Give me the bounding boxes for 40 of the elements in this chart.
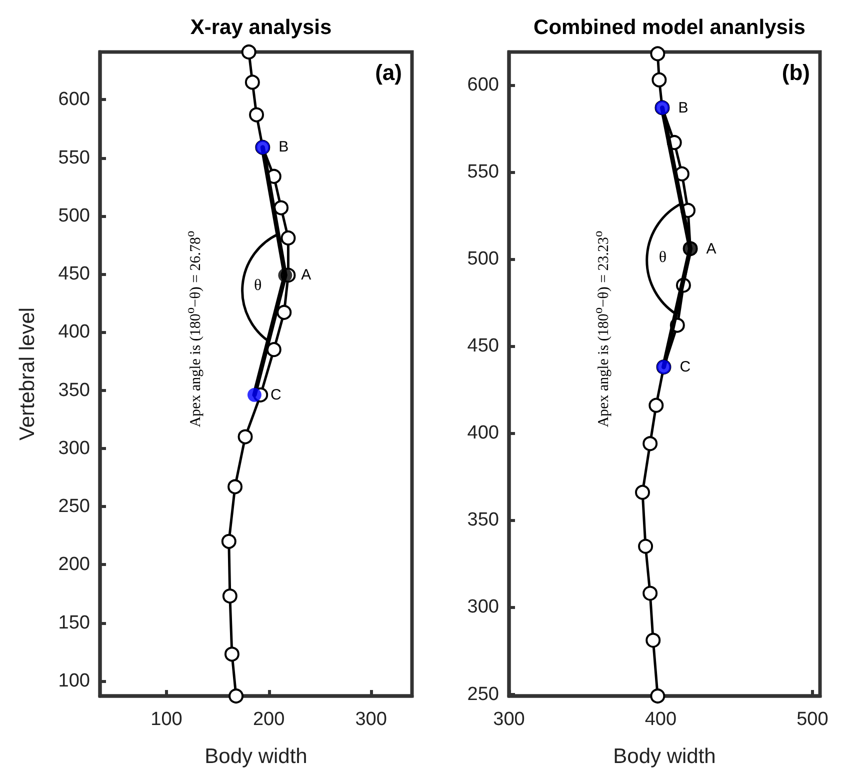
annotation: C xyxy=(270,386,282,404)
x-tick-label: 500 xyxy=(796,709,828,730)
y-tick-label: 550 xyxy=(467,162,499,183)
y-axis-title: Vertebral level xyxy=(16,307,39,441)
x-tick-label: 400 xyxy=(644,709,677,730)
y-tick-label: 350 xyxy=(467,510,499,531)
x-axis-title: Body width xyxy=(613,745,716,768)
y-tick-label: 200 xyxy=(58,554,90,576)
annotation: θ xyxy=(254,277,262,296)
annotation: θ xyxy=(658,248,667,267)
y-tick-label: 400 xyxy=(467,422,499,444)
chart-title: Combined model ananlysis xyxy=(534,16,806,39)
annotation: A xyxy=(301,266,312,284)
y-tick-label: 250 xyxy=(467,684,499,705)
y-tick-label: 100 xyxy=(58,670,90,692)
y-tick-label: 500 xyxy=(467,248,499,270)
y-tick-label: 300 xyxy=(58,438,90,459)
x-tick-label: 100 xyxy=(150,709,182,730)
x-tick-label: 300 xyxy=(355,709,387,730)
annotation: C xyxy=(680,358,691,376)
y-tick-label: 300 xyxy=(467,596,499,618)
annotation: B xyxy=(278,138,289,156)
x-tick-label: 300 xyxy=(493,709,525,730)
annotation: (b) xyxy=(782,60,810,86)
y-tick-label: 350 xyxy=(58,380,90,401)
y-tick-label: 150 xyxy=(58,612,90,634)
chart-title: X-ray analysis xyxy=(190,16,332,39)
y-tick-label: 550 xyxy=(58,147,90,168)
y-tick-label: 400 xyxy=(58,322,90,343)
y-tick-label: 450 xyxy=(467,336,499,357)
y-tick-label: 250 xyxy=(58,496,90,518)
annotation: A xyxy=(706,240,716,258)
x-tick-label: 200 xyxy=(252,709,285,730)
x-axis-title: Body width xyxy=(204,745,308,768)
annotation: (a) xyxy=(375,60,402,86)
annotation: B xyxy=(678,99,688,116)
y-tick-label: 600 xyxy=(58,89,90,110)
y-tick-label: 600 xyxy=(467,74,499,96)
y-tick-label: 500 xyxy=(58,205,90,226)
y-tick-label: 450 xyxy=(58,264,90,285)
